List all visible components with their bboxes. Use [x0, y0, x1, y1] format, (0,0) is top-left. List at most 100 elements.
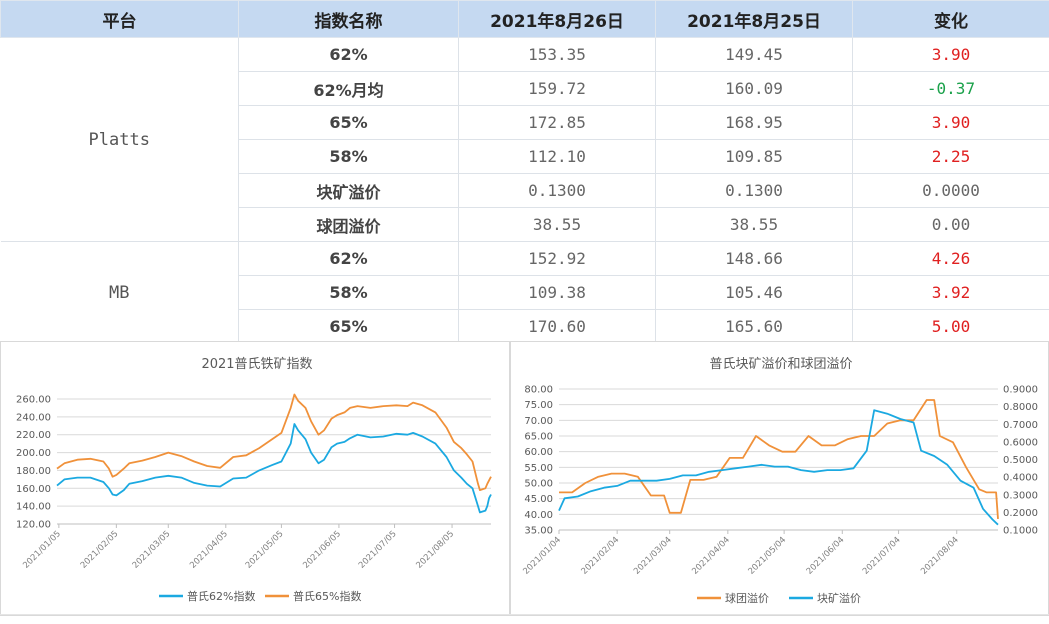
chart-title: 2021普氏铁矿指数 — [201, 357, 312, 372]
index-name-cell: 球团溢价 — [238, 207, 459, 242]
series-line-1 — [558, 409, 999, 526]
change-cell: 4.26 — [852, 241, 1049, 276]
index-name-cell: 62%月均 — [238, 71, 459, 106]
y-tick-label: 200.00 — [16, 448, 51, 459]
legend-label-1: 普氏65%指数 — [293, 589, 361, 603]
y-tick-label: 70.00 — [524, 416, 553, 427]
value-date2-cell: 149.45 — [655, 37, 853, 72]
x-tick-label: 2021/05/05 — [244, 529, 286, 571]
x-tick-label: 2021/03/04 — [632, 535, 674, 577]
change-cell: 5.00 — [852, 309, 1049, 344]
table-row: 65% 172.85 168.95 3.90 — [1, 105, 1049, 140]
change-cell: 2.25 — [852, 139, 1049, 174]
value-date1-cell: 170.60 — [458, 309, 656, 344]
index-name-cell: 62% — [238, 37, 459, 72]
y2-tick-label: 0.5000 — [1003, 455, 1038, 466]
x-tick-label: 2021/07/05 — [357, 529, 399, 571]
header-index-name: 指数名称 — [238, 0, 459, 38]
header-date-1: 2021年8月26日 — [458, 0, 656, 38]
y-tick-label: 140.00 — [16, 502, 51, 513]
table-row: 58% 112.10 109.85 2.25 — [1, 139, 1049, 174]
x-tick-label: 2021/01/04 — [521, 535, 563, 577]
value-date1-cell: 0.1300 — [458, 173, 656, 208]
index-name-cell: 58% — [238, 139, 459, 174]
table-header-row: 平台 指数名称 2021年8月26日 2021年8月25日 变化 — [0, 0, 1049, 38]
table-row: 58% 109.38 105.46 3.92 — [1, 275, 1049, 310]
value-date2-cell: 109.85 — [655, 139, 853, 174]
table-row: Platts 62% 153.35 149.45 3.90 — [0, 37, 1049, 242]
legend-label-0: 普氏62%指数 — [187, 589, 255, 603]
x-tick-label: 2021/06/04 — [805, 535, 847, 577]
chart-title: 普氏块矿溢价和球团溢价 — [709, 357, 852, 372]
change-cell: 3.90 — [852, 37, 1049, 72]
change-cell: 3.90 — [852, 105, 1049, 140]
value-date1-cell: 109.38 — [458, 275, 656, 310]
series-line-0 — [56, 423, 492, 514]
header-platform: 平台 — [0, 0, 239, 38]
header-date-2: 2021年8月25日 — [655, 0, 853, 38]
value-date2-cell: 168.95 — [655, 105, 853, 140]
change-cell: 3.92 — [852, 275, 1049, 310]
value-date1-cell: 38.55 — [458, 207, 656, 242]
series-line-1 — [56, 393, 492, 492]
y2-tick-label: 0.3000 — [1003, 490, 1038, 501]
y-tick-label: 60.00 — [524, 447, 553, 458]
y-tick-label: 35.00 — [524, 526, 553, 537]
table-row: 块矿溢价 0.1300 0.1300 0.0000 — [1, 173, 1049, 208]
y-tick-label: 45.00 — [524, 494, 553, 505]
x-tick-label: 2021/05/04 — [747, 535, 789, 577]
value-date2-cell: 105.46 — [655, 275, 853, 310]
value-date2-cell: 160.09 — [655, 71, 853, 106]
change-cell: 0.0000 — [852, 173, 1049, 208]
y-tick-label: 65.00 — [524, 432, 553, 443]
y-tick-label: 55.00 — [524, 463, 553, 474]
table-row: 球团溢价 38.55 38.55 0.00 — [1, 207, 1049, 242]
y-tick-label: 260.00 — [16, 395, 51, 406]
y2-tick-label: 0.8000 — [1003, 402, 1038, 413]
value-date1-cell: 112.10 — [458, 139, 656, 174]
price-table: 平台 指数名称 2021年8月26日 2021年8月25日 变化 Platts 6… — [0, 0, 1049, 344]
y-tick-label: 120.00 — [16, 520, 51, 531]
x-tick-label: 2021/03/05 — [131, 529, 173, 571]
x-tick-label: 2021/07/04 — [861, 535, 903, 577]
bottom-divider — [0, 614, 1049, 615]
legend-label-0: 球团溢价 — [725, 591, 769, 605]
value-date2-cell: 0.1300 — [655, 173, 853, 208]
x-tick-label: 2021/02/05 — [79, 529, 121, 571]
x-tick-label: 2021/08/05 — [414, 529, 456, 571]
value-date2-cell: 148.66 — [655, 241, 853, 276]
table-row: MB 62% 152.92 148.66 4.26 — [0, 241, 1049, 344]
platts-index-line-chart: 2021普氏铁矿指数 260.00 240.00 220.00 200.00 180.00… — [16, 357, 492, 603]
y2-tick-label: 0.7000 — [1003, 420, 1038, 431]
value-date1-cell: 159.72 — [458, 71, 656, 106]
index-name-cell: 65% — [238, 105, 459, 140]
index-name-cell: 58% — [238, 275, 459, 310]
premium-line-chart: 普氏块矿溢价和球团溢价 80.00 75.00 70.00 65.00 60.00 55.0… — [521, 357, 1038, 605]
legend-label-1: 块矿溢价 — [817, 591, 861, 605]
y2-tick-label: 0.4000 — [1003, 473, 1038, 484]
y-tick-label: 80.00 — [524, 385, 553, 396]
change-cell: 0.00 — [852, 207, 1049, 242]
x-tick-label: 2021/06/05 — [301, 529, 343, 571]
y-tick-label: 180.00 — [16, 466, 51, 477]
y2-tick-label: 0.9000 — [1003, 385, 1038, 396]
x-tick-label: 2021/08/04 — [919, 535, 961, 577]
value-date1-cell: 172.85 — [458, 105, 656, 140]
chart-panel-platts-index: 2021普氏铁矿指数 260.00 240.00 220.00 200.00 180.00… — [0, 341, 510, 616]
x-tick-label: 2021/02/04 — [580, 535, 622, 577]
value-date1-cell: 153.35 — [458, 37, 656, 72]
index-name-cell: 62% — [238, 241, 459, 276]
table-row: 62%月均 159.72 160.09 -0.37 — [1, 71, 1049, 106]
y-tick-label: 160.00 — [16, 484, 51, 495]
index-name-cell: 65% — [238, 309, 459, 344]
y-tick-label: 220.00 — [16, 430, 51, 441]
y-tick-label: 240.00 — [16, 412, 51, 423]
chart-panel-premium: 普氏块矿溢价和球团溢价 80.00 75.00 70.00 65.00 60.00 55.0… — [510, 341, 1049, 616]
y-tick-label: 40.00 — [524, 510, 553, 521]
index-name-cell: 块矿溢价 — [238, 173, 459, 208]
y2-tick-label: 0.6000 — [1003, 437, 1038, 448]
series-line-0 — [559, 399, 999, 519]
x-tick-label: 2021/04/04 — [690, 535, 732, 577]
y-tick-label: 50.00 — [524, 479, 553, 490]
value-date1-cell: 152.92 — [458, 241, 656, 276]
